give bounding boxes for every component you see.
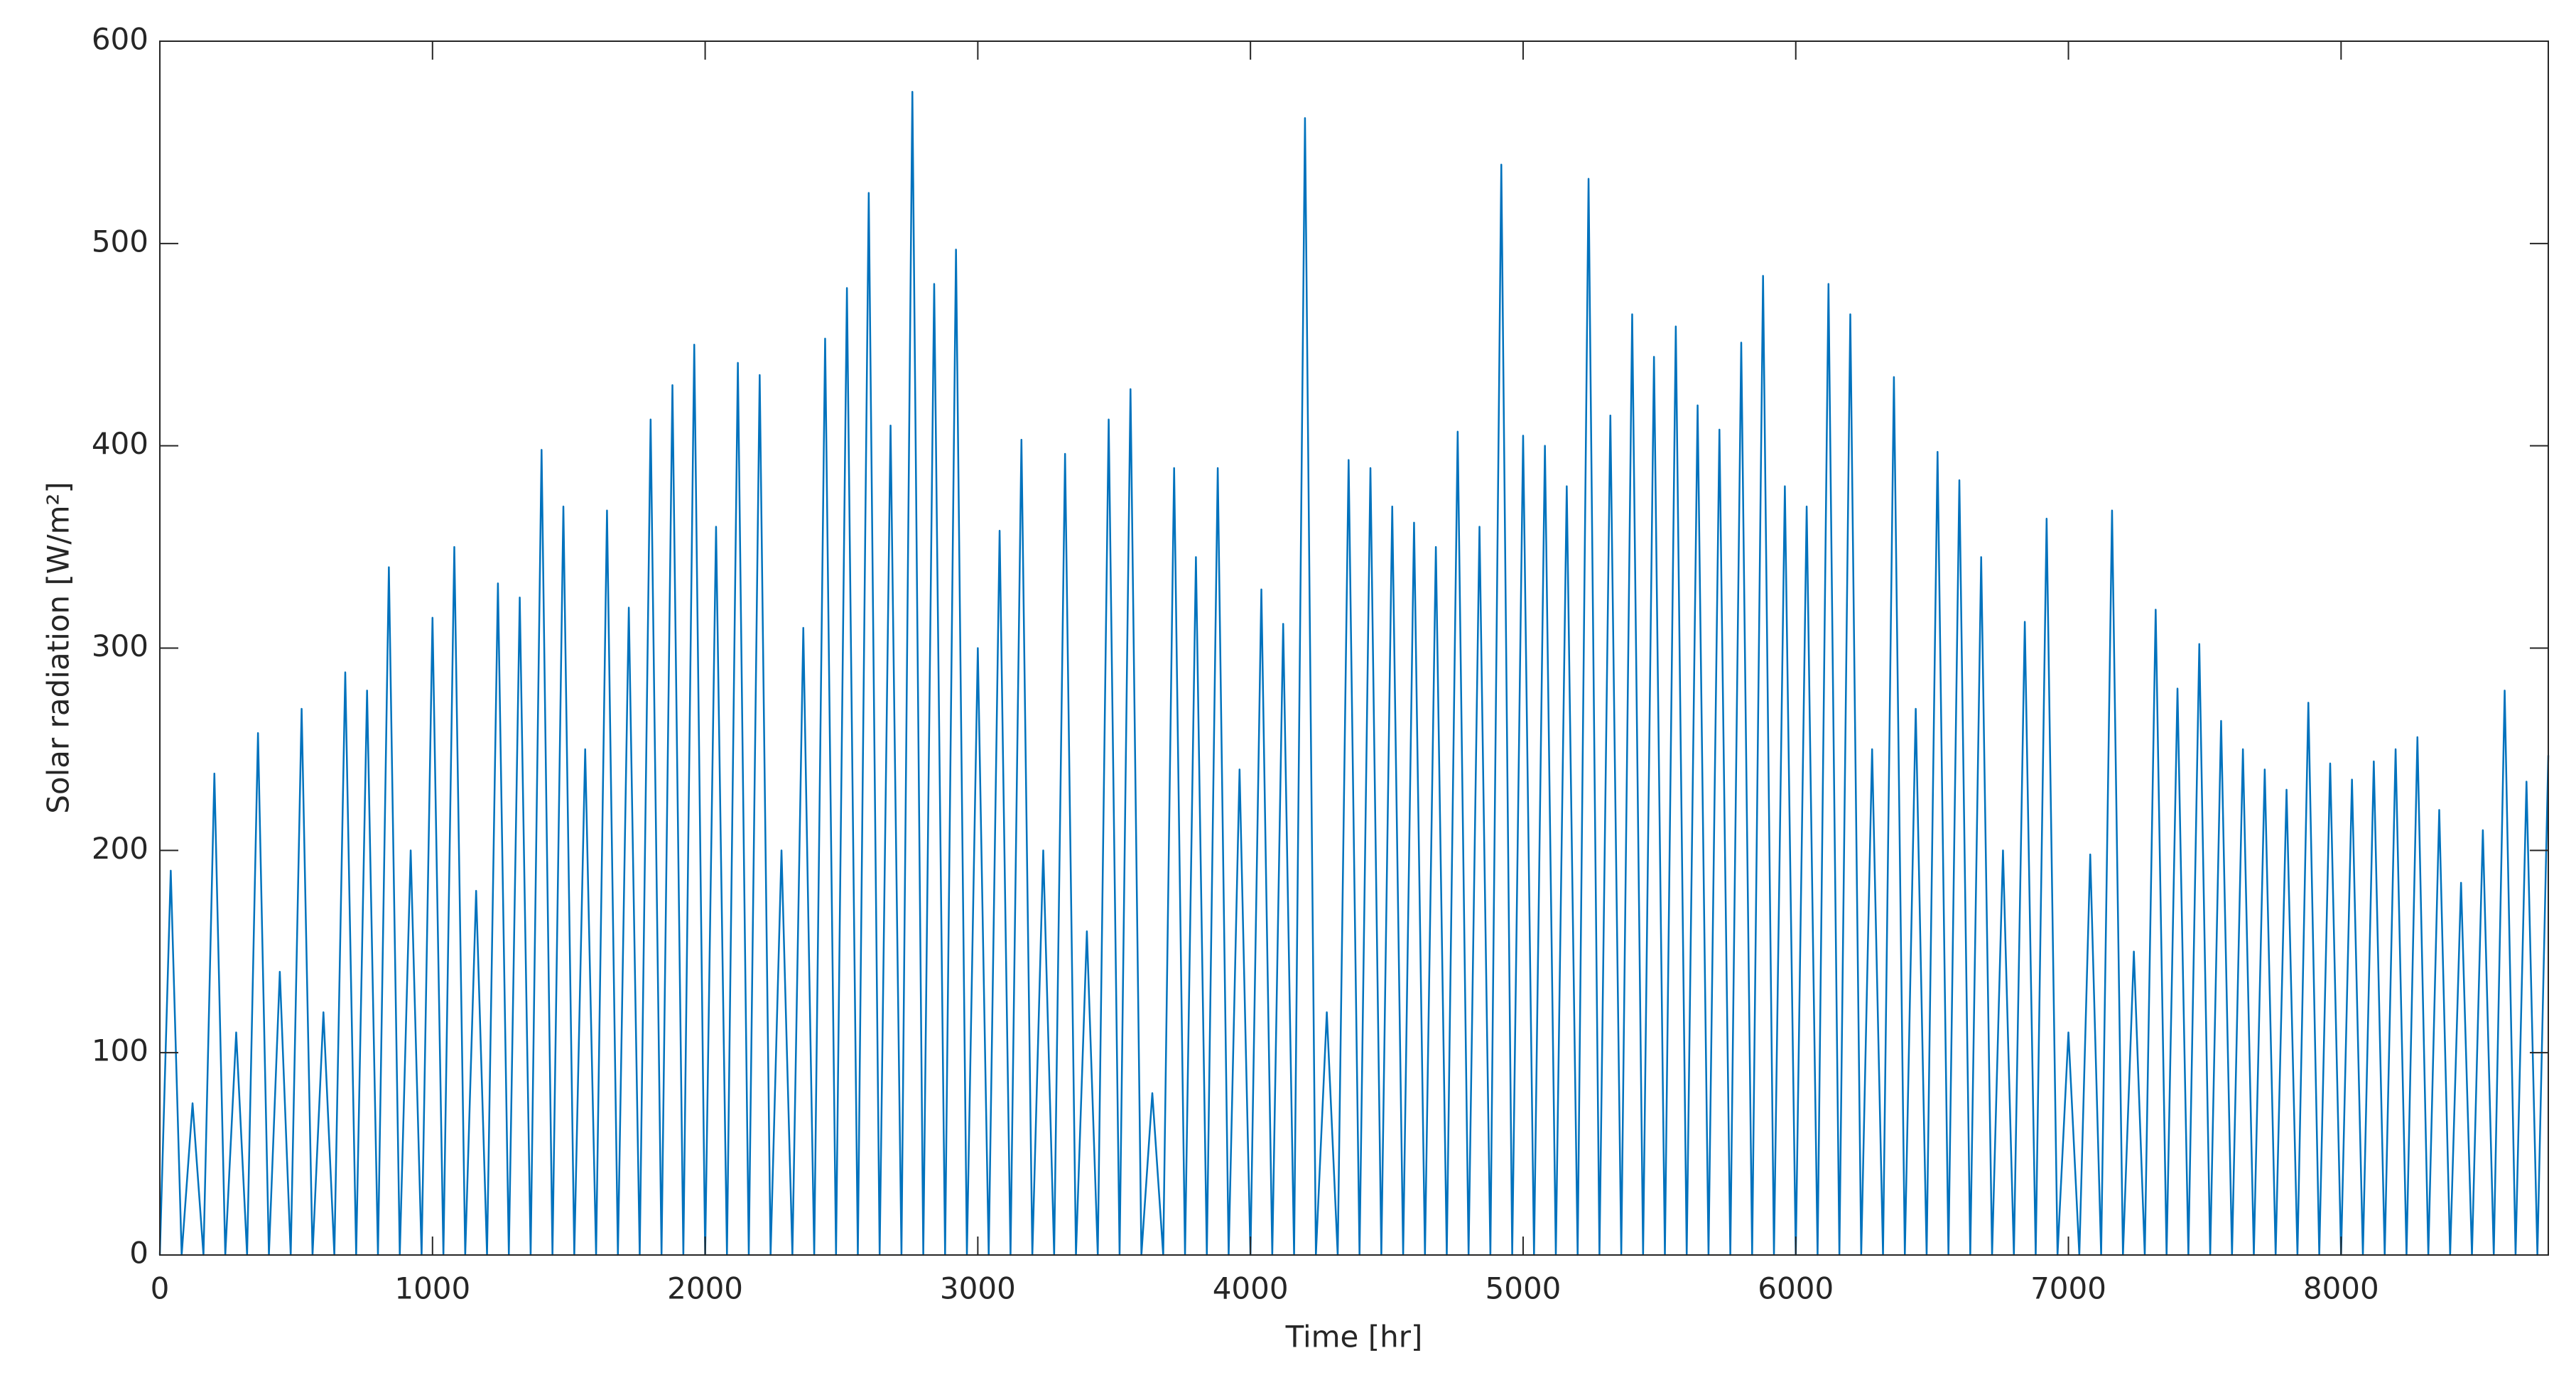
x-tick-label: 0 [151, 1271, 170, 1306]
y-tick-label: 200 [92, 831, 148, 866]
x-tick-label: 2000 [667, 1271, 743, 1306]
x-tick-label: 3000 [940, 1271, 1016, 1306]
x-tick-label: 6000 [1758, 1271, 1834, 1306]
y-tick-label: 500 [92, 224, 148, 259]
x-axis-label: Time [hr] [1285, 1320, 1423, 1354]
y-tick-label: 0 [129, 1236, 148, 1271]
y-axis-label: Solar radiation [W/m²] [41, 482, 76, 813]
y-tick-label: 400 [92, 426, 148, 461]
x-tick-label: 4000 [1213, 1271, 1289, 1306]
x-tick-label: 1000 [394, 1271, 470, 1306]
y-tick-label: 100 [92, 1033, 148, 1068]
x-tick-label: 8000 [2303, 1271, 2379, 1306]
data-line [158, 90, 2550, 1256]
y-tick-label: 600 [92, 22, 148, 57]
x-tick-label: 7000 [2030, 1271, 2106, 1306]
x-tick-label: 5000 [1485, 1271, 1562, 1306]
y-tick-label: 300 [92, 629, 148, 663]
